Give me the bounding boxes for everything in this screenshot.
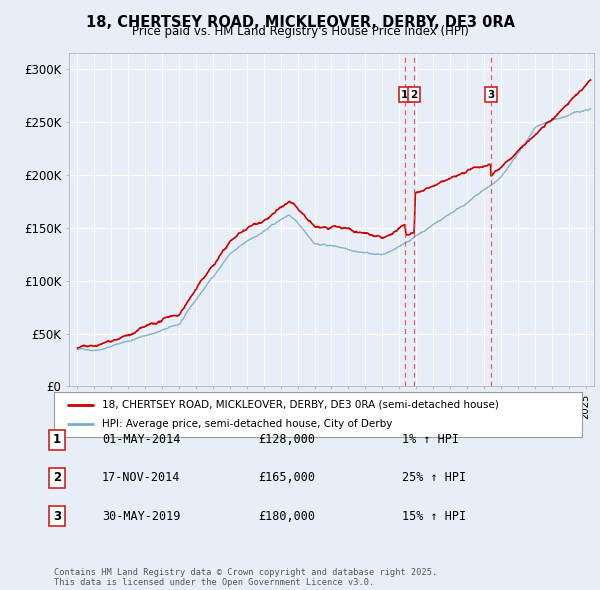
Text: 3: 3 <box>487 90 494 100</box>
Text: 18, CHERTSEY ROAD, MICKLEOVER, DERBY, DE3 0RA (semi-detached house): 18, CHERTSEY ROAD, MICKLEOVER, DERBY, DE… <box>101 400 499 409</box>
Text: 1: 1 <box>53 433 61 446</box>
Text: 25% ↑ HPI: 25% ↑ HPI <box>402 471 466 484</box>
Text: 2: 2 <box>53 471 61 484</box>
Text: 2: 2 <box>410 90 418 100</box>
Text: HPI: Average price, semi-detached house, City of Derby: HPI: Average price, semi-detached house,… <box>101 419 392 429</box>
Text: 18, CHERTSEY ROAD, MICKLEOVER, DERBY, DE3 0RA: 18, CHERTSEY ROAD, MICKLEOVER, DERBY, DE… <box>86 15 515 30</box>
Text: 01-MAY-2014: 01-MAY-2014 <box>102 433 181 446</box>
Text: 17-NOV-2014: 17-NOV-2014 <box>102 471 181 484</box>
Text: 30-MAY-2019: 30-MAY-2019 <box>102 510 181 523</box>
Text: 15% ↑ HPI: 15% ↑ HPI <box>402 510 466 523</box>
Text: £180,000: £180,000 <box>258 510 315 523</box>
Text: £128,000: £128,000 <box>258 433 315 446</box>
Text: Price paid vs. HM Land Registry's House Price Index (HPI): Price paid vs. HM Land Registry's House … <box>131 25 469 38</box>
Text: 1: 1 <box>401 90 409 100</box>
Text: Contains HM Land Registry data © Crown copyright and database right 2025.
This d: Contains HM Land Registry data © Crown c… <box>54 568 437 587</box>
Text: 1% ↑ HPI: 1% ↑ HPI <box>402 433 459 446</box>
Text: 3: 3 <box>53 510 61 523</box>
Text: £165,000: £165,000 <box>258 471 315 484</box>
